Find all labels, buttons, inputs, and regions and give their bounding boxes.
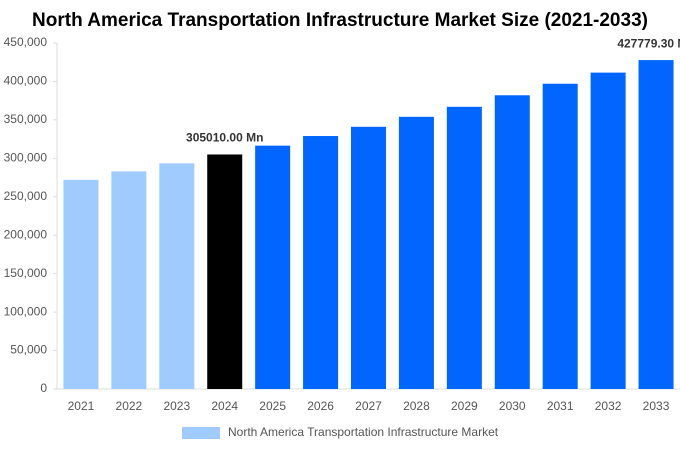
x-tick-label: 2023 [163, 399, 190, 413]
bar [255, 145, 291, 389]
x-tick-label: 2026 [307, 399, 334, 413]
bar [159, 163, 195, 389]
x-tick-label: 2031 [547, 399, 574, 413]
x-tick-label: 2024 [211, 399, 238, 413]
bar [351, 126, 386, 389]
x-tick-label: 2029 [451, 399, 478, 413]
value-label: 427779.30 Mn [617, 36, 680, 50]
bar [542, 83, 578, 390]
y-tick-label: 100,000 [4, 304, 48, 318]
bar [63, 179, 99, 389]
bar [111, 171, 147, 389]
x-tick-label: 2028 [403, 399, 430, 413]
bar [638, 60, 674, 389]
x-tick-label: 2022 [116, 399, 143, 413]
y-tick-label: 300,000 [4, 151, 48, 165]
chart-title: North America Transportation Infrastruct… [32, 10, 648, 31]
bar [303, 136, 339, 389]
y-tick-label: 450,000 [4, 35, 48, 49]
y-tick-label: 400,000 [4, 74, 48, 88]
value-label: 305010.00 Mn [186, 131, 263, 145]
x-tick-label: 2021 [68, 399, 95, 413]
x-tick-label: 2030 [499, 399, 526, 413]
y-tick-label: 200,000 [4, 227, 48, 241]
x-tick-label: 2027 [355, 399, 382, 413]
bar [494, 95, 530, 389]
x-tick-label: 2032 [595, 399, 622, 413]
y-tick-label: 350,000 [4, 112, 48, 126]
x-tick-label: 2025 [259, 399, 286, 413]
y-tick-label: 150,000 [4, 266, 48, 280]
x-tick-label: 2033 [643, 399, 670, 413]
bar [446, 106, 482, 389]
bar [398, 116, 434, 390]
y-tick-label: 0 [40, 381, 47, 395]
legend-label: North America Transportation Infrastruct… [228, 425, 499, 439]
bar [590, 72, 626, 389]
y-tick-label: 50,000 [10, 343, 47, 357]
legend-swatch [182, 427, 220, 439]
y-tick-label: 250,000 [4, 189, 48, 203]
bar [207, 154, 243, 389]
